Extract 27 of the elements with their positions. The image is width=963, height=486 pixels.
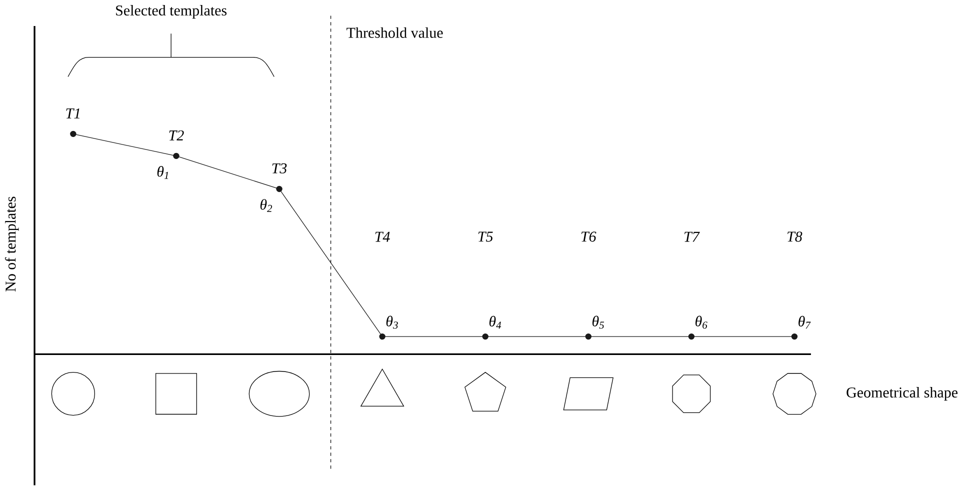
annotation: T7: [684, 232, 700, 242]
point: [585, 333, 592, 340]
annotation: θ$_{2}$: [260, 199, 272, 212]
annotation: T2: [169, 130, 184, 140]
point: [791, 333, 798, 340]
point: [688, 333, 695, 340]
annotation: T3: [272, 163, 287, 174]
text: T1: [66, 108, 80, 118]
text: Selected templates: [116, 4, 227, 19]
annotation: T4: [375, 232, 390, 242]
text: Threshold value: [346, 27, 443, 38]
point: [173, 152, 180, 160]
annotation: θ$_{1}$: [157, 166, 168, 179]
annotation: θ$_{6}$: [696, 316, 708, 329]
point: [276, 186, 282, 192]
annotation: T6: [581, 232, 596, 242]
annotation: θ$_{7}$: [798, 316, 811, 329]
point: [70, 130, 76, 138]
annotation: T5: [478, 232, 493, 242]
annotation: θ$_{4}$: [489, 316, 502, 329]
x-axis-title: Geometrical shape: [846, 386, 958, 401]
y-axis-title: No of templates: [4, 196, 19, 292]
annotation: θ$_{3}$: [386, 316, 398, 329]
point: [379, 333, 386, 340]
annotation: T8: [788, 232, 802, 242]
point: [482, 333, 488, 340]
annotation: θ$_{5}$: [592, 316, 604, 329]
